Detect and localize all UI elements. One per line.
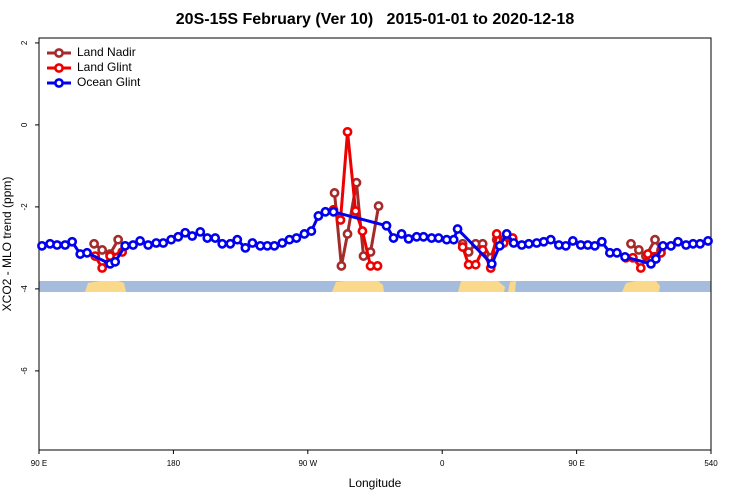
data-point <box>313 211 324 221</box>
data-point <box>457 242 468 252</box>
data-point <box>508 238 519 248</box>
y-tick-label: -6 <box>20 367 29 375</box>
data-point <box>158 238 169 248</box>
land-mask <box>39 281 711 292</box>
data-point <box>306 226 317 236</box>
data-point <box>328 206 339 217</box>
data-point <box>342 126 353 137</box>
data-point <box>381 220 392 231</box>
data-point <box>269 240 280 251</box>
data-point <box>567 236 578 246</box>
data-point <box>135 236 145 246</box>
data-point <box>335 215 346 225</box>
data-point <box>240 242 251 253</box>
series-line <box>93 131 662 274</box>
data-point <box>187 231 198 241</box>
data-point <box>494 240 505 251</box>
y-tick-label: 2 <box>20 40 29 45</box>
data-point <box>120 240 131 251</box>
data-point <box>650 254 661 264</box>
legend-label: Ocean Glint <box>77 75 141 89</box>
data-point <box>635 263 646 273</box>
data-point <box>470 259 481 270</box>
x-axis-label: Longitude <box>349 476 402 490</box>
data-point <box>97 245 108 255</box>
data-point <box>373 201 384 211</box>
data-point <box>626 238 636 249</box>
data-point <box>673 236 683 247</box>
data-point <box>128 240 138 250</box>
data-point <box>342 229 353 239</box>
y-tick-label: 0 <box>20 122 29 127</box>
data-point <box>418 231 429 242</box>
x-tick-label: 90 W <box>298 459 317 468</box>
data-point <box>202 233 213 243</box>
data-point <box>388 233 399 243</box>
data-point <box>67 236 78 247</box>
data-point <box>703 236 713 246</box>
data-point <box>491 229 502 239</box>
data-point <box>82 247 92 258</box>
data-point <box>633 245 644 255</box>
data-point <box>329 188 340 198</box>
data-point <box>320 206 331 217</box>
data-point <box>217 238 228 249</box>
data-point <box>545 234 556 245</box>
data-point <box>658 240 668 251</box>
data-point <box>620 252 630 262</box>
data-point <box>232 234 243 245</box>
data-point <box>523 238 534 249</box>
x-tick-label: 90 E <box>31 459 47 468</box>
data-point <box>291 233 302 243</box>
data-point <box>642 249 653 259</box>
data-point <box>452 224 463 234</box>
data-point <box>650 234 660 245</box>
x-tick-label: 180 <box>167 459 181 468</box>
x-tick-label: 540 <box>704 459 718 468</box>
data-point <box>113 234 124 245</box>
x-tick-label: 0 <box>440 459 445 468</box>
data-point <box>560 240 571 251</box>
data-point <box>695 238 705 249</box>
y-tick-label: -2 <box>20 203 29 211</box>
data-point <box>225 238 236 249</box>
legend-label: Land Glint <box>77 60 132 74</box>
data-point <box>52 240 62 250</box>
data-point <box>350 206 361 216</box>
data-point <box>372 261 383 271</box>
data-point <box>247 238 258 248</box>
data-point <box>173 231 184 242</box>
data-point <box>448 234 459 245</box>
data-point <box>596 236 607 247</box>
chart-title: 20S-15S February (Ver 10) 2015-01-01 to … <box>176 11 575 28</box>
legend-marker <box>54 63 64 73</box>
legend-label: Land Nadir <box>77 45 136 59</box>
data-point <box>357 226 368 236</box>
data-point <box>210 233 221 243</box>
data-point <box>612 247 622 258</box>
data-point <box>37 240 47 251</box>
legend-marker <box>54 48 64 58</box>
data-point <box>396 229 407 239</box>
data-point <box>89 238 100 249</box>
y-tick-label: -4 <box>20 285 29 293</box>
legend-marker <box>54 78 64 88</box>
x-tick-label: 90 E <box>568 459 584 468</box>
data-point <box>433 233 444 243</box>
data-point <box>143 240 154 250</box>
data-point <box>666 240 676 251</box>
data-point <box>336 261 347 271</box>
data-point <box>110 256 121 267</box>
data-point <box>501 229 512 239</box>
y-axis-label: XCO2 - MLO trend (ppm) <box>0 177 14 312</box>
data-point <box>403 233 414 244</box>
data-point <box>97 263 108 273</box>
data-point <box>195 227 206 237</box>
data-point <box>589 240 600 251</box>
data-point <box>486 258 497 269</box>
